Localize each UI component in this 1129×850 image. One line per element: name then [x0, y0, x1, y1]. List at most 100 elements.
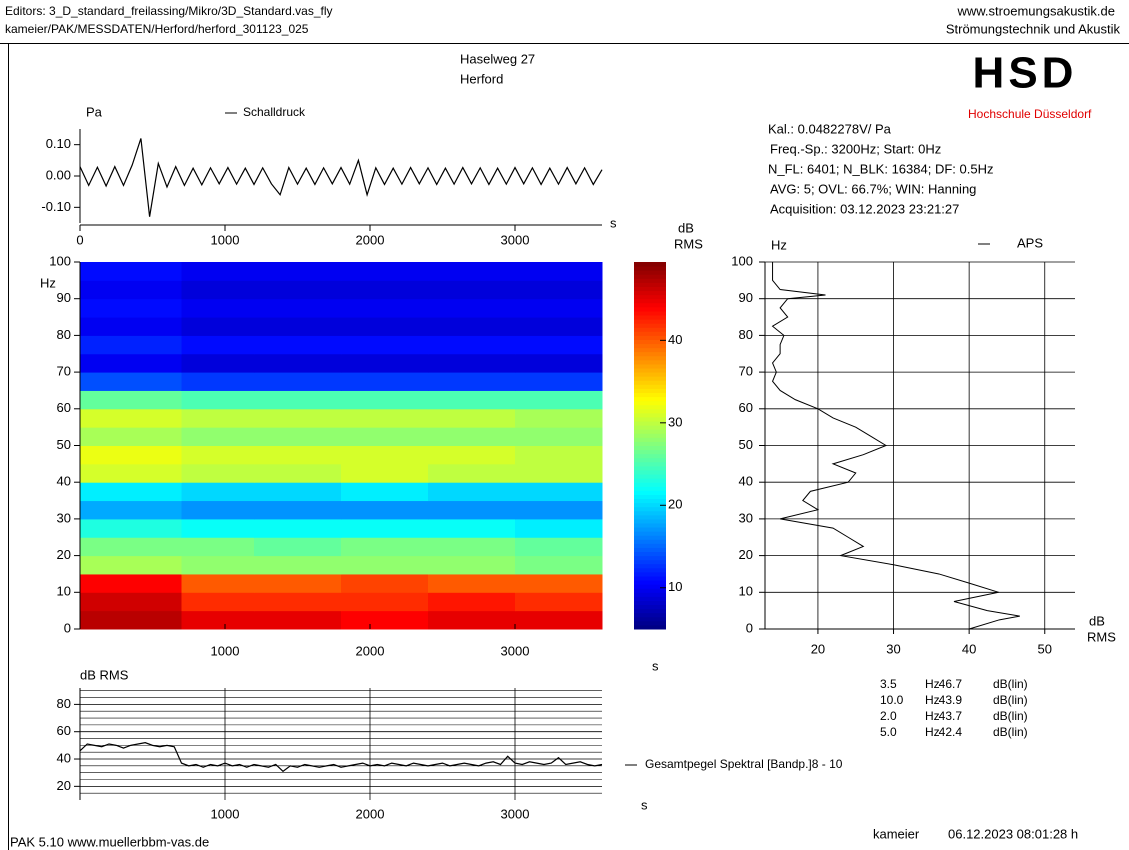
y-tick-label: 0: [64, 620, 71, 635]
colorbar-step: [634, 437, 666, 442]
colorbar-step: [634, 596, 666, 601]
heat-cell: [515, 298, 603, 318]
heat-cell: [428, 390, 516, 410]
colorbar-step: [634, 315, 666, 320]
colorbar-step: [634, 580, 666, 585]
heat-cell: [80, 482, 182, 502]
colorbar-step: [634, 543, 666, 548]
colorbar-step: [634, 408, 666, 414]
heat-cell: [341, 500, 429, 520]
colorbar-step: [634, 298, 666, 304]
heat-cell: [80, 408, 182, 428]
colorbar-step: [634, 510, 666, 516]
heat-cell: [341, 610, 429, 630]
peak-cell: Hz: [925, 709, 940, 723]
colorbar-step: [634, 604, 666, 610]
colorbar-step: [634, 506, 666, 512]
y-tick-label: 30: [57, 510, 71, 525]
footer-text: kameier: [873, 826, 920, 841]
heat-cell: [254, 408, 342, 428]
colorbar-step: [634, 323, 666, 328]
peak-cell: 2.0: [880, 709, 897, 723]
y-tick-label: 20: [739, 547, 753, 562]
heat-cell: [515, 408, 603, 428]
x-tick-label: 40: [962, 641, 976, 656]
heat-cell: [341, 298, 429, 318]
heat-cell: [181, 372, 255, 391]
x-axis-label: dB: [1089, 613, 1105, 628]
colorbar-step: [634, 514, 666, 520]
heat-cell: [428, 610, 516, 630]
heat-cell: [428, 280, 516, 300]
heat-cell: [341, 390, 429, 410]
y-tick-label: 100: [49, 253, 71, 268]
legend-label: Gesamtpegel Spektral [Bandp.]8 - 10: [645, 757, 843, 771]
heat-cell: [80, 518, 182, 538]
heat-cell: [341, 408, 429, 428]
heat-cell: [428, 335, 516, 355]
info-line: Freq.-Sp.: 3200Hz; Start: 0Hz: [770, 141, 941, 156]
heat-cell: [181, 427, 255, 446]
peak-cell: 42.4: [939, 725, 963, 739]
heat-cell: [254, 573, 342, 593]
colorbar-step: [634, 547, 666, 553]
y-tick-label: 60: [57, 400, 71, 415]
colorbar-step: [634, 359, 666, 365]
peak-cell: dB(lin): [993, 725, 1028, 739]
heat-cell: [515, 427, 603, 446]
signal-line: [79, 138, 603, 217]
y-tick-label: 40: [57, 750, 71, 765]
colorbar-step: [634, 620, 666, 626]
colorbar-step: [634, 600, 666, 606]
x-tick-label: 2000: [356, 643, 385, 658]
level-line: [79, 742, 603, 773]
heat-cell: [181, 335, 255, 355]
colorbar-step: [634, 306, 666, 312]
colorbar-step: [634, 327, 666, 332]
peak-cell: dB(lin): [993, 693, 1028, 707]
y-tick-label: 60: [57, 723, 71, 738]
heat-cell: [181, 555, 255, 575]
y-tick-label: 70: [57, 364, 71, 379]
y-tick-label: -0.10: [41, 199, 71, 214]
heat-cell: [428, 500, 516, 520]
heat-cell: [80, 262, 182, 281]
colorbar-step: [634, 331, 666, 336]
info-line: Acquisition: 03.12.2023 23:21:27: [770, 201, 959, 216]
x-tick-label: 30: [886, 641, 900, 656]
colorbar-tick-label: 20: [668, 497, 682, 512]
heat-cell: [80, 427, 182, 446]
y-tick-label: 80: [57, 327, 71, 342]
heat-cell: [515, 372, 603, 391]
logo-subtitle: Hochschule Düsseldorf: [968, 107, 1092, 121]
peak-cell: 10.0: [880, 693, 904, 707]
y-tick-label: 50: [739, 437, 753, 452]
heat-cell: [515, 592, 603, 612]
heat-cell: [80, 555, 182, 575]
colorbar-step: [634, 575, 666, 581]
x-tick-label: 2000: [356, 806, 385, 821]
colorbar-step: [634, 469, 666, 475]
peak-cell: 3.5: [880, 677, 897, 691]
heat-cell: [254, 372, 342, 391]
colorbar-step: [634, 286, 666, 292]
heat-cell: [515, 518, 603, 538]
heat-cell: [428, 592, 516, 612]
colorbar-step: [634, 262, 666, 267]
colorbar-step: [634, 425, 666, 430]
heat-cell: [341, 427, 429, 446]
x-tick-label: 3000: [501, 643, 530, 658]
heat-cell: [80, 463, 182, 483]
peak-cell: 5.0: [880, 725, 897, 739]
heat-cell: [428, 537, 516, 557]
heat-cell: [181, 573, 255, 593]
heat-cell: [515, 573, 603, 593]
colorbar-step: [634, 270, 666, 275]
colorbar-step: [634, 319, 666, 324]
heat-cell: [181, 482, 255, 502]
peak-cell: 43.7: [939, 709, 963, 723]
heat-cell: [80, 592, 182, 612]
colorbar-step: [634, 396, 666, 402]
heat-cell: [341, 537, 429, 557]
